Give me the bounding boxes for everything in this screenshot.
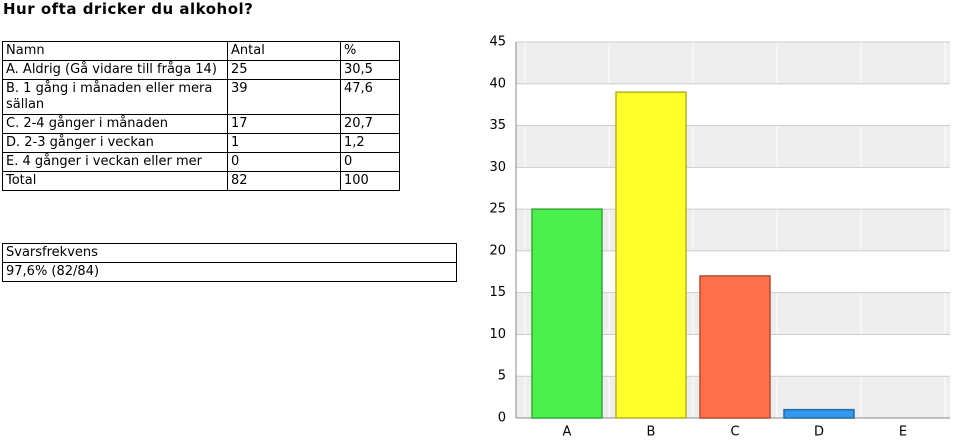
bar (699, 275, 771, 419)
page-title: Hur ofta dricker du alkohol? (3, 0, 254, 18)
bar (531, 208, 603, 419)
cell: B. 1 gång i månaden eller mera sällan (2, 79, 228, 115)
y-tick-label: 5 (498, 369, 506, 384)
cell: A. Aldrig (Gå vidare till fråga 14) (2, 60, 228, 80)
table-row: Total 82 100 (2, 171, 400, 191)
grid-band (516, 125, 950, 168)
grid-band (516, 292, 950, 335)
grid-band (516, 42, 950, 84)
cell: 30,5 (340, 60, 400, 80)
cell: 100 (340, 171, 400, 191)
cell: Total (2, 171, 228, 191)
y-tick-label: 45 (489, 35, 506, 50)
header-cell: Svarsfrekvens (2, 243, 457, 263)
header-cell: Antal (227, 41, 341, 61)
cell: 20,7 (340, 114, 400, 134)
y-tick-label: 10 (489, 327, 506, 342)
cell: 47,6 (340, 79, 400, 115)
cell: D. 2-3 gånger i veckan (2, 133, 228, 153)
x-tick-label: A (563, 425, 572, 440)
y-tick-label: 40 (489, 76, 506, 91)
cell: 0 (227, 152, 341, 172)
y-tick-label: 15 (489, 285, 506, 300)
cell: 25 (227, 60, 341, 80)
x-tick-label: E (899, 425, 907, 440)
cell: 0 (340, 152, 400, 172)
table-row: D. 2-3 gånger i veckan 1 1,2 (2, 133, 400, 153)
results-table: Namn Antal % A. Aldrig (Gå vidare till f… (2, 41, 400, 191)
cell: 1 (227, 133, 341, 153)
bar (783, 408, 855, 419)
grid-band (516, 376, 950, 418)
bar (615, 91, 687, 419)
y-tick-label: 20 (489, 243, 506, 258)
x-tick-label: D (814, 425, 824, 440)
grid-band (516, 209, 950, 251)
y-tick-label: 30 (489, 160, 506, 175)
y-tick-label: 25 (489, 202, 506, 217)
table-row: E. 4 gånger i veckan eller mer 0 0 (2, 152, 400, 172)
plot-area (516, 42, 950, 418)
cell: 1,2 (340, 133, 400, 153)
x-tick-label: B (647, 425, 656, 440)
table-row: B. 1 gång i månaden eller mera sällan 39 4… (2, 79, 400, 115)
x-tick-label: C (730, 425, 739, 440)
header-cell: % (340, 41, 400, 61)
cell: 17 (227, 114, 341, 134)
cell: 39 (227, 79, 341, 115)
cell: E. 4 gånger i veckan eller mer (2, 152, 228, 172)
cell: C. 2-4 gånger i månaden (2, 114, 228, 134)
response-table: Svarsfrekvens 97,6% (82/84) (2, 243, 457, 282)
table-row: A. Aldrig (Gå vidare till fråga 14) 25 30,… (2, 60, 400, 80)
y-tick-label: 0 (498, 411, 506, 426)
y-tick-label: 35 (489, 118, 506, 133)
cell: 97,6% (82/84) (2, 262, 457, 282)
header-cell: Namn (2, 41, 228, 61)
table-row: C. 2-4 gånger i månaden 17 20,7 (2, 114, 400, 134)
cell: 82 (227, 171, 341, 191)
